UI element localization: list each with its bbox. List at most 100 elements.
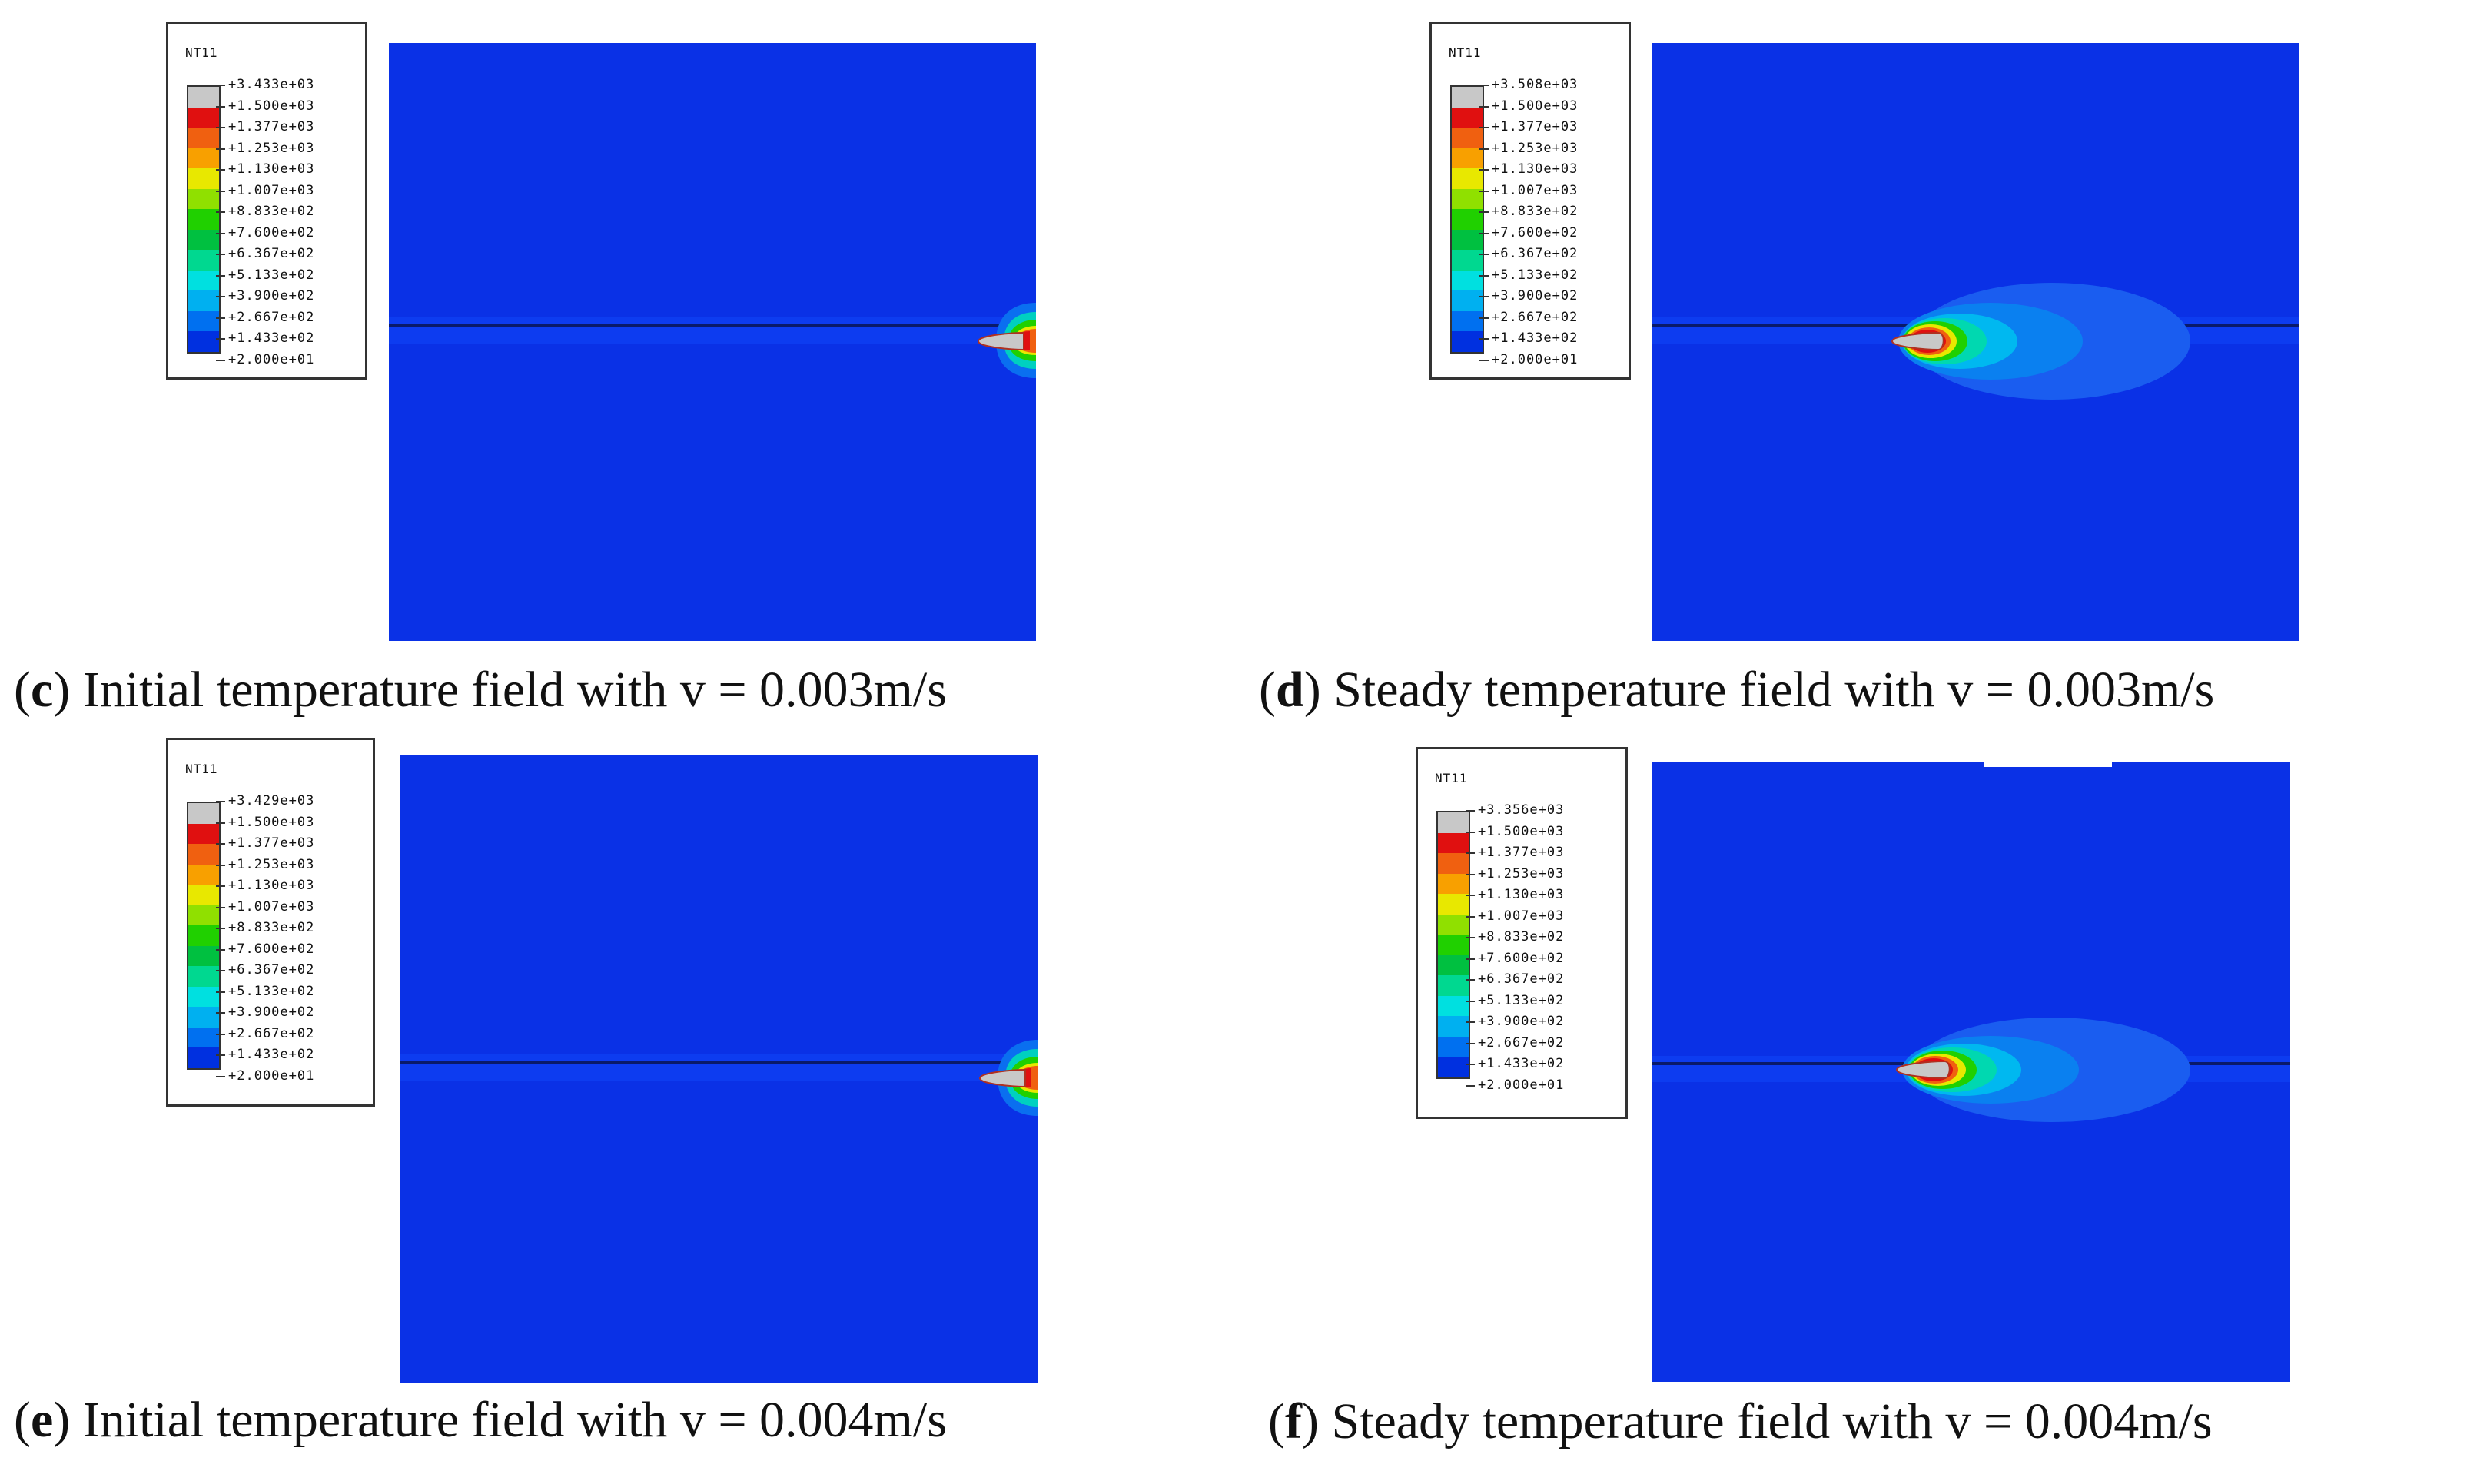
legend-label: +1.130e+03 (215, 159, 314, 181)
legend-swatches (187, 802, 221, 1070)
caption: (f) Steady temperature field with v = 0.… (1268, 1393, 2213, 1449)
legend-label: +1.433e+02 (215, 1044, 314, 1066)
caption-letter: c (30, 662, 54, 718)
legend-label: +1.007e+03 (215, 897, 314, 918)
legend-swatch (1452, 148, 1483, 168)
legend-label: +2.000e+01 (1479, 350, 1578, 371)
legend-label: +3.900e+02 (1479, 286, 1578, 307)
legend-swatch (188, 1047, 219, 1068)
legend-swatch (188, 209, 219, 230)
legend-swatch (1452, 270, 1483, 290)
legend-label: +3.356e+03 (1465, 800, 1564, 822)
legend-label: +3.900e+02 (215, 1002, 314, 1024)
legend-swatch (1452, 331, 1483, 352)
temperature-field (1652, 43, 2299, 641)
legend-swatch (1452, 87, 1483, 108)
legend-swatch (1438, 1036, 1469, 1057)
legend-swatch (188, 925, 219, 946)
legend-swatches (187, 85, 221, 354)
legend-swatch (188, 1027, 219, 1047)
legend-label: +1.433e+02 (1465, 1054, 1564, 1075)
legend-label: +1.500e+03 (215, 812, 314, 834)
caption-text: Steady temperature field with v = 0.004m… (1318, 1393, 2213, 1449)
legend-label: +3.508e+03 (1479, 75, 1578, 96)
temperature-field (389, 43, 1036, 641)
legend-label: +2.000e+01 (215, 350, 314, 371)
caption: (e) Initial temperature field with v = 0… (14, 1392, 947, 1448)
caption-letter: e (30, 1392, 54, 1448)
caption-letter: f (1284, 1393, 1302, 1449)
legend-labels: +3.433e+03 +1.500e+03 +1.377e+03 +1.253e+03… (215, 75, 314, 371)
legend-label: +6.367e+02 (1479, 244, 1578, 265)
legend-swatch (1452, 128, 1483, 148)
legend-label: +7.600e+02 (1479, 223, 1578, 244)
legend-swatch (1438, 954, 1469, 975)
legend-swatch (188, 986, 219, 1007)
legend-swatch (1438, 853, 1469, 874)
legend-swatch (1438, 935, 1469, 955)
legend-label: +1.500e+03 (215, 96, 314, 118)
legend-swatch (1438, 1016, 1469, 1037)
legend-swatches (1436, 811, 1470, 1079)
legend-swatch (188, 128, 219, 148)
temperature-field (1652, 762, 2290, 1382)
legend-swatch (188, 823, 219, 844)
legend-label: +7.600e+02 (1465, 948, 1564, 970)
legend-label: +1.377e+03 (215, 117, 314, 138)
legend-swatch (1438, 873, 1469, 894)
legend-swatch (188, 864, 219, 885)
legend-swatch (188, 803, 219, 824)
legend-swatch (1452, 229, 1483, 250)
caption: (d) Steady temperature field with v = 0.… (1259, 662, 2215, 718)
legend-swatch (188, 290, 219, 311)
legend-label: +3.433e+03 (215, 75, 314, 96)
legend-swatch (1438, 914, 1469, 935)
legend-label: +1.377e+03 (215, 833, 314, 855)
caption: (c) Initial temperature field with v = 0… (14, 662, 947, 718)
legend-labels: +3.429e+03 +1.500e+03 +1.377e+03 +1.253e+03… (215, 791, 314, 1087)
legend-label: +1.130e+03 (1479, 159, 1578, 181)
legend-labels: +3.508e+03 +1.500e+03 +1.377e+03 +1.253e+03… (1479, 75, 1578, 371)
legend-swatch (188, 270, 219, 290)
legend-variable: NT11 (185, 45, 218, 60)
legend-swatch (188, 885, 219, 905)
legend-swatch (1452, 250, 1483, 271)
temperature-contour (389, 303, 1036, 378)
legend-label: +6.367e+02 (215, 960, 314, 981)
legend-label: +5.133e+02 (1465, 991, 1564, 1012)
legend-label: +1.377e+03 (1465, 842, 1564, 864)
legend-label: +6.367e+02 (215, 244, 314, 265)
legend-label: +7.600e+02 (215, 223, 314, 244)
caption-text: Initial temperature field with v = 0.004… (70, 1392, 947, 1448)
legend-swatch (188, 905, 219, 925)
legend-swatch (1452, 209, 1483, 230)
legend-box: NT11 +3.508e+03 +1.500e+03 +1.377e+03 +1.25… (1429, 22, 1631, 380)
legend-label: +2.667e+02 (215, 307, 314, 329)
legend-label: +5.133e+02 (1479, 265, 1578, 287)
legend-label: +8.833e+02 (1465, 927, 1564, 948)
legend-box: NT11 +3.356e+03 +1.500e+03 +1.377e+03 +1.25… (1416, 747, 1628, 1119)
legend-label: +1.007e+03 (1479, 181, 1578, 202)
legend-label: +1.433e+02 (1479, 328, 1578, 350)
legend-label: +2.000e+01 (1465, 1075, 1564, 1097)
legend-variable: NT11 (1449, 45, 1482, 60)
legend-label: +6.367e+02 (1465, 969, 1564, 991)
legend-label: +1.253e+03 (215, 855, 314, 876)
legend-label: +1.253e+03 (215, 138, 314, 160)
legend-variable: NT11 (185, 762, 218, 776)
legend-swatch (188, 945, 219, 966)
legend-variable: NT11 (1435, 771, 1468, 785)
legend-swatch (1438, 832, 1469, 853)
legend-swatch (188, 188, 219, 209)
legend-label: +2.667e+02 (215, 1024, 314, 1045)
legend-swatch (1438, 894, 1469, 915)
legend-swatch (1452, 310, 1483, 331)
legend-labels: +3.356e+03 +1.500e+03 +1.377e+03 +1.253e+03… (1465, 800, 1564, 1097)
legend-swatch (188, 229, 219, 250)
legend-label: +8.833e+02 (215, 918, 314, 939)
temperature-contour (400, 1040, 1038, 1116)
caption-text: Steady temperature field with v = 0.003m… (1320, 662, 2215, 718)
legend-label: +1.500e+03 (1465, 822, 1564, 843)
legend-label: +8.833e+02 (215, 201, 314, 223)
legend-swatch (188, 87, 219, 108)
